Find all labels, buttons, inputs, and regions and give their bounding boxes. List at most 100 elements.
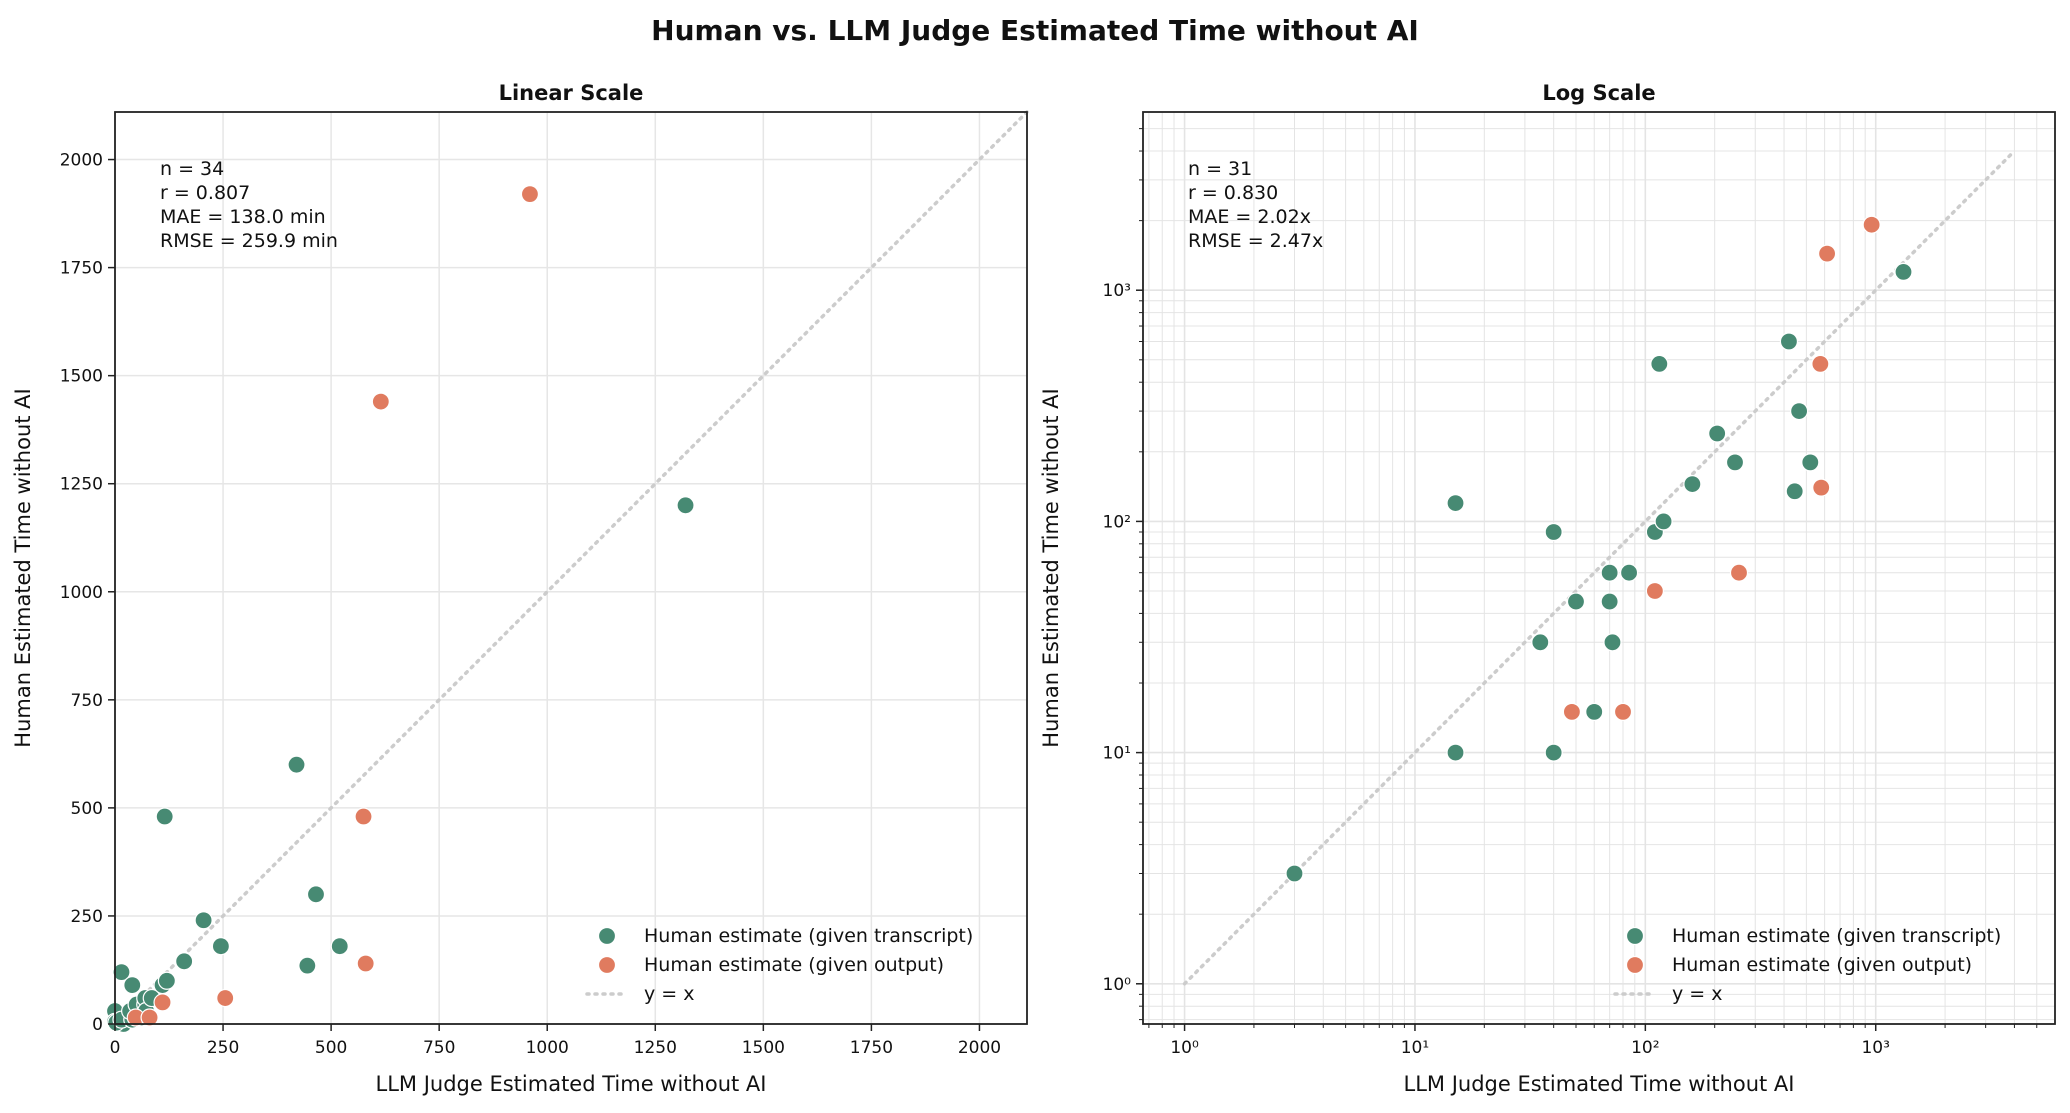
y-tick-label: 250: [71, 907, 103, 927]
stats-annotation: n = 34: [160, 158, 224, 180]
x-tick-label: 10¹: [1401, 1038, 1429, 1058]
data-point-output: [1817, 244, 1837, 263]
data-point-output: [1613, 702, 1633, 721]
subplot-title: Linear Scale: [499, 81, 644, 105]
data-point-transcript: [1285, 864, 1304, 883]
data-point-transcript: [1779, 332, 1799, 351]
x-tick-label: 500: [315, 1038, 347, 1058]
data-point-transcript: [112, 963, 131, 982]
y-tick-label: 0: [92, 1015, 103, 1035]
data-point-transcript: [306, 885, 326, 904]
data-point-transcript: [1566, 592, 1586, 611]
data-point-transcript: [1531, 633, 1550, 652]
stats-annotation: RMSE = 259.9 min: [160, 230, 338, 252]
axes-frame: [1142, 111, 2056, 1025]
x-tick-label: 1000: [526, 1038, 569, 1058]
y-tick-label: 10²: [1103, 512, 1131, 532]
data-point-transcript: [1544, 743, 1563, 762]
data-point-transcript: [175, 952, 194, 971]
data-point-transcript: [1725, 453, 1745, 472]
y-tick-label: 10³: [1103, 281, 1131, 301]
data-point-transcript: [1600, 592, 1619, 611]
stats-annotation: n = 31: [1188, 158, 1252, 180]
x-tick-label: 750: [423, 1038, 455, 1058]
data-point-transcript: [330, 937, 349, 956]
y-tick-label: 500: [71, 799, 103, 819]
y-tick-label: 1750: [60, 259, 103, 279]
x-tick-label: 250: [207, 1038, 239, 1058]
data-point-transcript: [1446, 743, 1465, 762]
x-tick-label: 10²: [1631, 1038, 1659, 1058]
data-point-transcript: [155, 807, 174, 826]
identity-line: [1182, 149, 2017, 986]
data-point-transcript: [1600, 563, 1619, 582]
data-point-transcript: [676, 496, 695, 515]
identity-line: [113, 110, 1029, 1026]
data-point-output: [140, 1008, 159, 1027]
y-axis-label: Human Estimated Time without AI: [1039, 388, 1063, 747]
stats-annotation: RMSE = 2.47x: [1188, 230, 1323, 252]
x-tick-label: 1750: [850, 1038, 893, 1058]
data-point-transcript: [1544, 522, 1563, 542]
panel-log: 10⁰ 10¹ 10² 10³ 10⁰ 10¹ 10² 10³ Log Scale LLM Jud…: [1039, 81, 2056, 1096]
x-tick-label: 0: [110, 1038, 121, 1058]
data-point-transcript: [287, 755, 306, 774]
subplot-title: Log Scale: [1542, 81, 1655, 105]
x-axis-label: LLM Judge Estimated Time without AI: [1404, 1072, 1795, 1096]
legend-label: Human estimate (given transcript): [1672, 925, 2001, 947]
data-point-output: [1645, 581, 1664, 601]
data-point-transcript: [298, 956, 317, 975]
axes-frame: [114, 111, 1028, 1025]
data-point-transcript: [1619, 563, 1639, 582]
legend-marker-output: [597, 955, 617, 975]
data-point-transcript: [1446, 494, 1465, 513]
y-tick-label: 10¹: [1103, 744, 1131, 764]
data-point-transcript: [1790, 401, 1809, 421]
data-point-output: [1729, 563, 1749, 582]
y-axis-label: Human Estimated Time without AI: [11, 388, 35, 747]
data-point-transcript: [1708, 424, 1727, 443]
data-point-output: [354, 807, 373, 826]
legend-label: Human estimate (given output): [644, 954, 944, 976]
legend-marker-transcript: [597, 926, 617, 946]
data-point-output: [216, 988, 235, 1008]
legend-label: y = x: [644, 983, 695, 1005]
data-point-output: [1811, 354, 1830, 374]
data-point-transcript: [1894, 262, 1913, 282]
stats-annotation: MAE = 2.02x: [1188, 206, 1311, 228]
x-axis-label: LLM Judge Estimated Time without AI: [376, 1072, 767, 1096]
data-point-transcript: [1801, 453, 1820, 472]
data-point-transcript: [1603, 633, 1622, 652]
y-tick-label: 1000: [60, 583, 103, 603]
x-tick-label: 2000: [958, 1038, 1001, 1058]
y-tick-label: 750: [71, 691, 103, 711]
data-point-output: [1812, 478, 1831, 497]
data-point-output: [1862, 215, 1881, 234]
figure-title: Human vs. LLM Judge Estimated Time witho…: [651, 14, 1419, 47]
legend-marker-transcript: [1625, 926, 1645, 946]
x-tick-label: 10³: [1861, 1038, 1889, 1058]
data-point-transcript: [211, 937, 230, 956]
data-point-output: [371, 392, 390, 411]
stats-annotation: r = 0.830: [1188, 182, 1278, 204]
x-tick-label: 10⁰: [1170, 1038, 1199, 1058]
x-tick-label: 1500: [742, 1038, 785, 1058]
legend-label: Human estimate (given output): [1672, 954, 1972, 976]
stats-annotation: MAE = 138.0 min: [160, 206, 326, 228]
data-point-transcript: [1654, 512, 1673, 531]
y-tick-label: 2000: [60, 151, 103, 171]
legend-marker-output: [1625, 955, 1645, 975]
panel-linear: 0 250 500 750 1000 1250 1500 1750 2000 0 250 500 750…: [11, 81, 1029, 1096]
data-point-transcript: [1650, 354, 1669, 374]
data-point-transcript: [1683, 474, 1702, 494]
x-tick-label: 1250: [634, 1038, 677, 1058]
stats-annotation: r = 0.807: [160, 182, 250, 204]
y-tick-label: 10⁰: [1103, 975, 1132, 995]
data-point-output: [1562, 702, 1582, 721]
data-point-transcript: [1585, 702, 1604, 721]
y-tick-label: 1250: [60, 475, 103, 495]
data-point-output: [356, 954, 375, 973]
data-point-output: [520, 185, 540, 204]
legend-label: Human estimate (given transcript): [644, 925, 973, 947]
